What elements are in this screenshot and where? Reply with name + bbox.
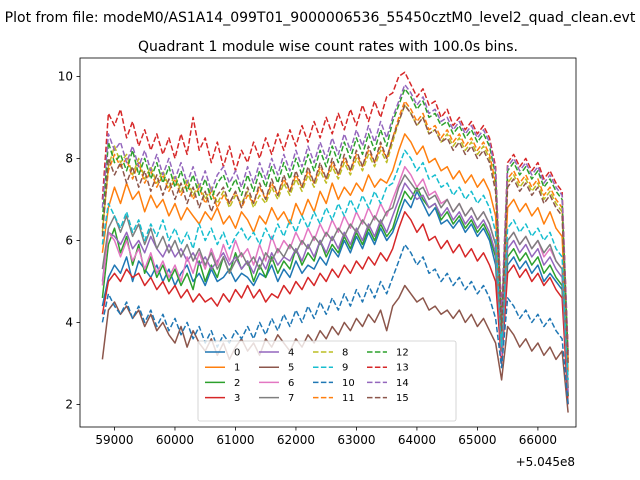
x-tick-label: 64000 — [398, 433, 436, 447]
series-line-1 — [101, 133, 569, 372]
legend-label-8: 8 — [342, 348, 348, 359]
legend-label-3: 3 — [234, 393, 240, 404]
x-tick-label: 63000 — [337, 433, 375, 447]
legend-label-10: 10 — [342, 378, 355, 389]
legend-label-12: 12 — [396, 348, 409, 359]
legend-label-5: 5 — [288, 363, 294, 374]
legend-label-9: 9 — [342, 363, 348, 374]
legend-label-15: 15 — [396, 393, 409, 404]
x-tick-label: 65000 — [458, 433, 496, 447]
legend-label-11: 11 — [342, 393, 355, 404]
series-line-10 — [101, 243, 569, 405]
series-lines — [101, 71, 569, 413]
series-line-4 — [101, 182, 569, 393]
series-line-9 — [101, 149, 569, 380]
plot-area — [79, 57, 577, 428]
y-tick-label: 2 — [65, 397, 73, 411]
series-line-2 — [101, 186, 569, 397]
series-line-5 — [101, 284, 569, 413]
series-line-13 — [101, 71, 569, 352]
legend-frame — [197, 340, 457, 422]
x-tick-label: 61000 — [216, 433, 254, 447]
y-axis: 2 4 6 8 10 — [58, 69, 80, 411]
y-tick-label: 6 — [65, 233, 73, 247]
x-tick-label: 59000 — [95, 433, 133, 447]
series-line-3 — [101, 211, 569, 405]
x-tick-label: 66000 — [519, 433, 557, 447]
series-line-8 — [101, 104, 569, 364]
x-offset-label: +5.045e8 — [516, 455, 575, 469]
x-axis: 59000 60000 61000 62000 63000 64000 65000 66000 — [95, 427, 557, 447]
plot-frame — [79, 57, 577, 428]
legend-label-6: 6 — [288, 378, 294, 389]
series-line-15 — [101, 104, 569, 364]
legend-label-4: 4 — [288, 348, 294, 359]
legend-label-14: 14 — [396, 378, 409, 389]
series-line-7 — [101, 174, 569, 389]
legend-label-2: 2 — [234, 378, 240, 389]
legend-label-1: 1 — [234, 363, 240, 374]
figure-suptitle: Plot from file: modeM0/AS1A14_099T01_900… — [5, 10, 636, 26]
legend-label-0: 0 — [234, 348, 240, 359]
legend-label-13: 13 — [396, 363, 409, 374]
legend-label-7: 7 — [288, 393, 294, 404]
series-line-0 — [101, 190, 569, 397]
series-line-14 — [101, 83, 569, 356]
series-line-12 — [101, 88, 569, 356]
y-tick-label: 8 — [65, 151, 73, 165]
x-tick-label: 62000 — [277, 433, 315, 447]
x-tick-label: 60000 — [156, 433, 194, 447]
chart-title: Quadrant 1 module wise count rates with … — [138, 39, 518, 55]
y-tick-label: 10 — [58, 69, 73, 83]
y-tick-label: 4 — [65, 315, 73, 329]
